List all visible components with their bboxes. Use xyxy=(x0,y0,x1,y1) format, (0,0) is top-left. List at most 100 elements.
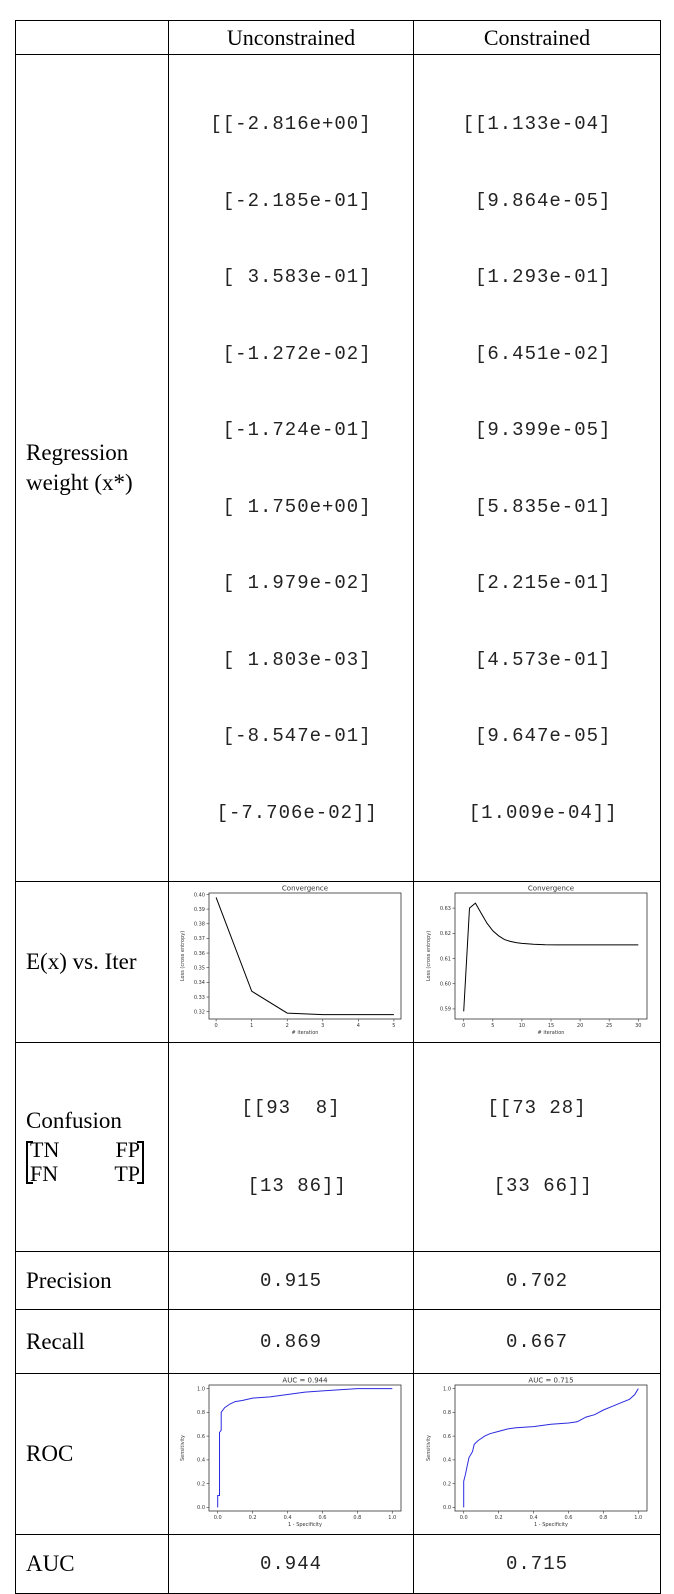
y-tick-label: 0.2 xyxy=(197,1481,205,1487)
x-tick-label: 0 xyxy=(215,1023,218,1029)
x-tick-label: 0.2 xyxy=(249,1515,257,1521)
weight-value: [-7.706e-02]] xyxy=(204,801,378,824)
y-tick-label: 0.6 xyxy=(197,1433,205,1439)
weights-constrained: [[1.133e-04] [9.864e-05] [1.293e-01] [6.… xyxy=(413,54,661,882)
y-tick-label: 0.36 xyxy=(194,950,205,956)
header-constrained: Constrained xyxy=(413,20,661,55)
y-axis-label: Loss (cross entropy) xyxy=(426,930,432,980)
weight-value: [[1.133e-04] xyxy=(462,113,612,135)
confusion-line: [[93 8] xyxy=(241,1097,341,1119)
confusion-line: [13 86]] xyxy=(235,1175,347,1197)
weights-label: Regression weight (x*) xyxy=(15,54,169,882)
auc-label: AUC xyxy=(15,1534,169,1594)
y-tick-label: 0.39 xyxy=(194,906,205,912)
x-tick-label: 2 xyxy=(286,1023,289,1029)
weight-value: [ 3.583e-01] xyxy=(210,266,372,288)
legend-fp: FP xyxy=(115,1136,140,1162)
recall-label: Recall xyxy=(15,1309,169,1374)
y-tick-label: 0.2 xyxy=(443,1481,451,1487)
y-tick-label: 0.6 xyxy=(443,1433,451,1439)
x-tick-label: 0.4 xyxy=(530,1515,538,1521)
precision-label: Precision xyxy=(15,1251,169,1310)
precision-row: Precision 0.915 0.702 xyxy=(15,1251,661,1310)
x-tick-label: 1.0 xyxy=(634,1515,642,1521)
convergence-label: E(x) vs. Iter xyxy=(15,881,169,1043)
confusion-row: Confusion TN FP FN TP [[93 8] [13 86]] [[7… xyxy=(15,1042,661,1252)
weights-label-line1: Regression xyxy=(26,440,129,465)
weight-value: [ 1.803e-03] xyxy=(210,648,372,671)
weight-value: [-1.272e-02] xyxy=(210,342,372,365)
confusion-line: [[73 28] xyxy=(487,1097,587,1119)
y-tick-label: 0.4 xyxy=(197,1457,205,1463)
x-tick-label: 10 xyxy=(519,1023,525,1029)
y-tick-label: 1.0 xyxy=(197,1386,205,1392)
x-axis-label: # iteration xyxy=(292,1030,319,1036)
y-tick-label: 0.38 xyxy=(194,921,205,927)
y-tick-label: 0.60 xyxy=(440,981,451,987)
roc-row: ROC AUC = 0.944 0.0 0.2 0.4 0.6 0.8 1.0 0.0 0.2 0… xyxy=(15,1373,661,1535)
roc-unconstrained-cell: AUC = 0.944 0.0 0.2 0.4 0.6 0.8 1.0 0.0 0.2 0.4 0.… xyxy=(168,1373,414,1535)
x-tick-label: 0.0 xyxy=(460,1515,468,1521)
weight-value: [9.399e-05] xyxy=(462,419,612,441)
x-tick-label: 0.6 xyxy=(564,1515,572,1521)
y-tick-label: 0.63 xyxy=(440,905,451,911)
x-tick-label: 0.8 xyxy=(599,1515,607,1521)
weights-row: Regression weight (x*) [[-2.816e+00] [-2… xyxy=(15,54,661,882)
roc-chart-constrained: AUC = 0.715 0.0 0.2 0.4 0.6 0.8 1.0 0.0 0.2 0.4 0.… xyxy=(421,1374,653,1529)
x-tick-label: 1 xyxy=(250,1023,253,1029)
weight-value: [1.293e-01] xyxy=(462,266,612,288)
x-tick-label: 25 xyxy=(606,1023,612,1029)
y-tick-label: 0.32 xyxy=(194,1009,205,1015)
chart-title: AUC = 0.944 xyxy=(282,1376,328,1384)
header-unconstrained: Unconstrained xyxy=(168,20,414,55)
corner-cell xyxy=(15,20,169,55)
weight-value: [9.647e-05] xyxy=(462,725,612,747)
confusion-line: [33 66]] xyxy=(481,1175,593,1197)
convergence-constrained-cell: Convergence 0 5 10 15 20 25 30 0.59 0.60 0.61 0.62 0… xyxy=(413,881,661,1043)
x-axis-label: # iteration xyxy=(538,1030,565,1036)
convergence-unconstrained-cell: Convergence 0 1 2 3 4 5 0.32 0.33 0.34 0.35 0.36 0.3… xyxy=(168,881,414,1043)
chart-background xyxy=(175,1374,407,1529)
header-row: Unconstrained Constrained xyxy=(15,20,661,55)
weight-value: [2.215e-01] xyxy=(462,572,612,594)
convergence-row: E(x) vs. Iter Convergence 0 1 2 3 4 5 0.32 0.33 0… xyxy=(15,881,661,1043)
y-tick-label: 0.34 xyxy=(194,980,205,986)
chart-title: AUC = 0.715 xyxy=(528,1376,573,1384)
y-tick-label: 0.35 xyxy=(194,965,205,971)
confusion-matrix-legend: TN FP FN TP xyxy=(26,1136,144,1186)
roc-label: ROC xyxy=(15,1373,169,1535)
auc-row: AUC 0.944 0.715 xyxy=(15,1534,661,1594)
x-tick-label: 5 xyxy=(491,1023,494,1029)
precision-unconstrained: 0.915 xyxy=(168,1251,414,1310)
x-axis-label: 1 - Specificity xyxy=(288,1522,322,1528)
left-bracket xyxy=(26,1140,33,1184)
x-tick-label: 0.8 xyxy=(353,1515,361,1521)
confusion-label: Confusion TN FP FN TP xyxy=(15,1042,169,1252)
chart-title: Convergence xyxy=(282,884,328,892)
y-axis-label: Sensitivity xyxy=(180,1434,186,1460)
weight-value: [ 1.979e-02] xyxy=(210,572,372,594)
weights-unconstrained: [[-2.816e+00] [-2.185e-01] [ 3.583e-01] … xyxy=(168,54,414,882)
y-axis-label: Sensitivity xyxy=(426,1434,432,1460)
chart-title: Convergence xyxy=(528,884,574,892)
x-tick-label: 0.6 xyxy=(318,1515,326,1521)
confusion-unconstrained: [[93 8] [13 86]] xyxy=(168,1042,414,1252)
precision-constrained: 0.702 xyxy=(413,1251,661,1310)
chart-background xyxy=(421,1374,653,1529)
weights-label-line2: weight (x*) xyxy=(26,470,133,495)
y-tick-label: 0.61 xyxy=(440,956,451,962)
y-tick-label: 0.0 xyxy=(443,1505,451,1511)
y-tick-label: 0.4 xyxy=(443,1457,451,1463)
recall-constrained: 0.667 xyxy=(413,1309,661,1374)
weight-value: [1.009e-04]] xyxy=(456,801,618,824)
y-tick-label: 0.8 xyxy=(443,1410,451,1416)
x-tick-label: 1.0 xyxy=(388,1515,396,1521)
auc-constrained: 0.715 xyxy=(413,1534,661,1594)
y-tick-label: 0.33 xyxy=(194,994,205,1000)
x-tick-label: 0.4 xyxy=(284,1515,292,1521)
weight-value: [9.864e-05] xyxy=(462,189,612,212)
y-tick-label: 0.8 xyxy=(197,1410,205,1416)
y-tick-label: 0.40 xyxy=(194,892,205,898)
x-tick-label: 0.2 xyxy=(495,1515,503,1521)
series-line xyxy=(463,901,639,1011)
